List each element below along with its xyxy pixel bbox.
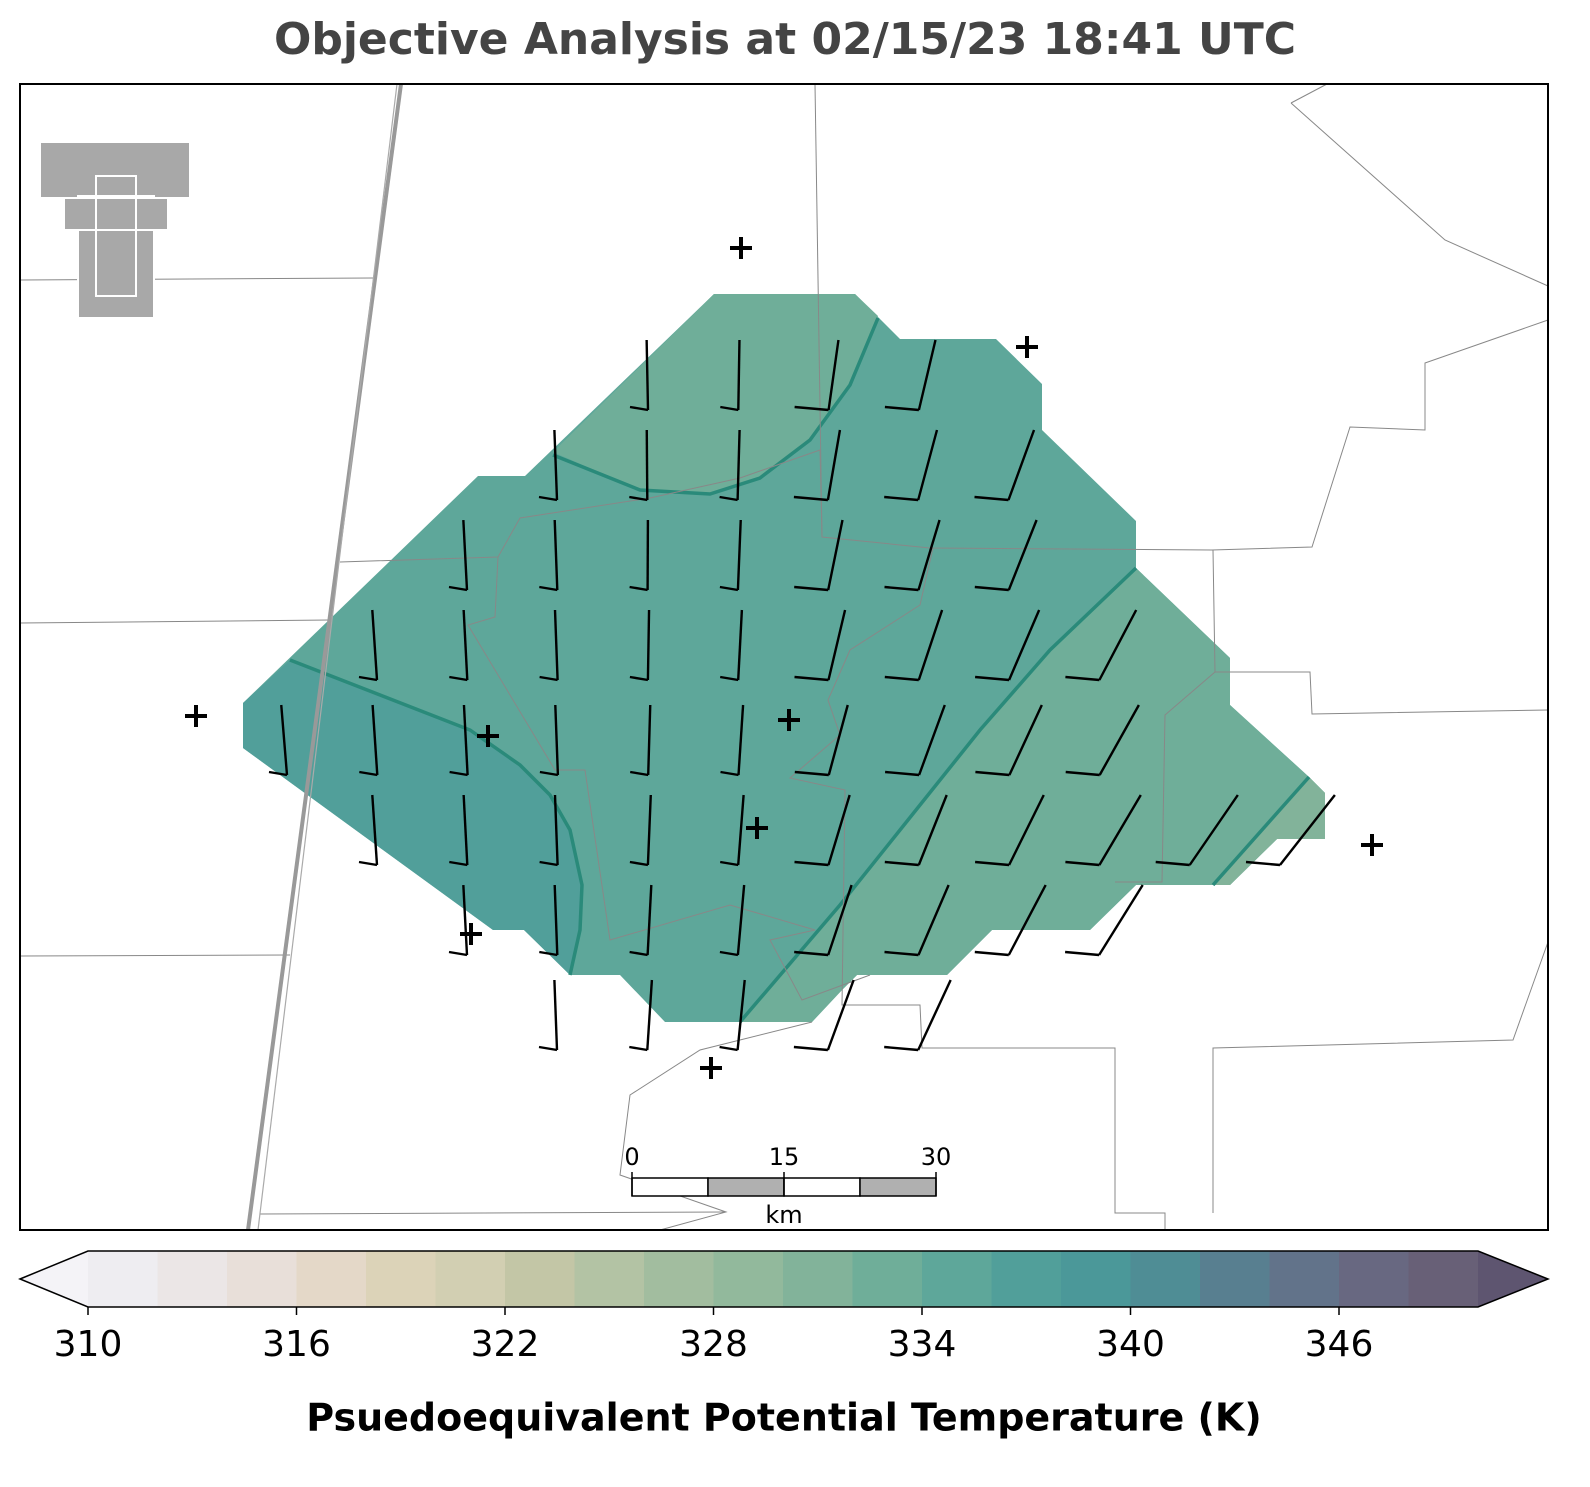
scale-tick-label: 15: [769, 1143, 800, 1171]
colorbar-box: [505, 1251, 575, 1307]
scale-unit: km: [765, 1201, 802, 1229]
colorbar-extend-low: [20, 1251, 88, 1307]
colorbar-box: [88, 1251, 158, 1307]
colorbar-box: [1409, 1251, 1479, 1307]
colorbar-box: [992, 1251, 1062, 1307]
colorbar-tick-label: 340: [1096, 1324, 1165, 1365]
colorbar-box: [922, 1251, 992, 1307]
colorbar-tick-label: 346: [1305, 1324, 1374, 1365]
scale-segment: [632, 1178, 708, 1196]
title: Objective Analysis at 02/15/23 18:41 UTC: [274, 14, 1296, 65]
colorbar-box: [714, 1251, 784, 1307]
colorbar-box: [783, 1251, 853, 1307]
scale-tick-label: 30: [921, 1143, 952, 1171]
scale-tick-label: 0: [624, 1143, 639, 1171]
colorbar-box: [1061, 1251, 1131, 1307]
barb-staff: [647, 430, 648, 500]
colorbar: Psuedoequivalent Potential Temperature (…: [20, 1251, 1548, 1440]
colorbar-box: [1200, 1251, 1270, 1307]
barb-staff: [738, 340, 739, 410]
colorbar-tick-label: 334: [888, 1324, 957, 1365]
scale-segment: [784, 1178, 860, 1196]
colorbar-tick-label: 328: [679, 1324, 748, 1365]
logo-bar-inner: [64, 198, 168, 230]
scale-segment: [860, 1178, 936, 1196]
colorbar-box: [1131, 1251, 1201, 1307]
scale-segment: [708, 1178, 784, 1196]
map: [20, 84, 1548, 1230]
colorbar-box: [366, 1251, 436, 1307]
colorbar-tick-label: 310: [54, 1324, 123, 1365]
colorbar-box: [1270, 1251, 1340, 1307]
barb-staff: [648, 610, 649, 680]
colorbar-tick-label: 316: [262, 1324, 331, 1365]
colorbar-box: [297, 1251, 367, 1307]
logo-bar: [40, 142, 190, 198]
colorbar-box: [644, 1251, 714, 1307]
barb-staff: [647, 340, 648, 410]
colorbar-tick-label: 322: [471, 1324, 540, 1365]
colorbar-extend-high: [1478, 1251, 1548, 1307]
colorbar-box: [227, 1251, 297, 1307]
colorbar-box: [853, 1251, 923, 1307]
colorbar-label: Psuedoequivalent Potential Temperature (…: [306, 1396, 1261, 1440]
colorbar-box: [1339, 1251, 1409, 1307]
colorbar-box: [436, 1251, 506, 1307]
colorbar-box: [158, 1251, 228, 1307]
colorbar-box: [575, 1251, 645, 1307]
